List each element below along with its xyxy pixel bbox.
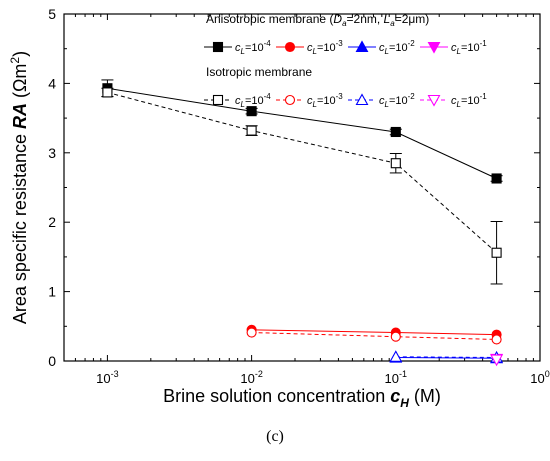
legend-marker: [355, 93, 369, 106]
legend-label: cL=10-1: [451, 92, 487, 109]
y-axis-label: Area specific resistance RA (Ωm2): [8, 51, 30, 324]
legend-marker: [355, 40, 369, 53]
data-point: [389, 350, 403, 362]
series-s2: [246, 324, 502, 340]
legend-label: cL=10-3: [307, 92, 343, 109]
legend-marker: [427, 41, 441, 54]
y-tick-label: 4: [48, 75, 56, 91]
legend-label: cL=10-2: [379, 92, 415, 109]
y-tick-label: 3: [48, 145, 56, 161]
x-tick-label: 10-1: [385, 369, 407, 386]
series-line: [395, 356, 497, 358]
x-axis-label: Brine solution concentration cH (M): [163, 386, 441, 410]
series-line: [107, 91, 497, 254]
legend-label: cL=10-4: [235, 39, 271, 56]
data-point: [102, 87, 113, 98]
data-point: [490, 354, 504, 367]
data-point: [491, 173, 502, 184]
series-s1: [101, 79, 503, 184]
legend-marker: [212, 94, 224, 106]
y-tick-label: 0: [48, 353, 56, 369]
legend-entry: cL=10-2: [348, 92, 415, 109]
series-s5: [101, 87, 503, 285]
data-point: [246, 106, 257, 117]
legend-entry: cL=10-4: [204, 39, 271, 56]
data-point: [246, 125, 257, 136]
data-point: [246, 327, 257, 338]
y-tick-label: 5: [48, 6, 56, 22]
legend-marker: [427, 94, 441, 107]
series-line: [395, 357, 497, 359]
data-point: [390, 331, 401, 342]
legend-entry: cL=10-1: [420, 39, 487, 56]
legend-group-title: Isotropic membrane: [206, 65, 312, 79]
y-tick-label: 2: [48, 214, 56, 230]
legend-marker: [284, 41, 296, 53]
legend-label: cL=10-1: [451, 39, 487, 56]
figure-caption: (c): [266, 428, 284, 445]
legend-marker: [284, 94, 296, 106]
legend-entry: cL=10-3: [276, 39, 343, 56]
legend-label: cL=10-2: [379, 39, 415, 56]
y-tick-label: 1: [48, 284, 56, 300]
legend-entry: cL=10-1: [420, 92, 487, 109]
series-line: [251, 332, 497, 340]
legend-entry: cL=10-4: [204, 92, 271, 109]
data-point: [491, 247, 502, 258]
legend-marker: [212, 41, 224, 53]
series-s8: [490, 354, 504, 367]
data-point: [491, 334, 502, 345]
x-tick-label: 10-3: [96, 369, 118, 386]
data-point: [390, 126, 401, 138]
legend-group-title: Anisotropic membrane (Da=2nm, La=2μm): [206, 12, 429, 28]
data-point: [390, 158, 401, 169]
x-tick-label: 100: [530, 369, 549, 386]
series-line: [107, 87, 497, 179]
legend-label: cL=10-4: [235, 92, 271, 109]
x-tick-label: 10-2: [240, 369, 262, 386]
legend-entry: cL=10-2: [348, 39, 415, 56]
legend-entry: cL=10-3: [276, 92, 343, 109]
series-s6: [246, 327, 502, 345]
legend-label: cL=10-3: [307, 39, 343, 56]
